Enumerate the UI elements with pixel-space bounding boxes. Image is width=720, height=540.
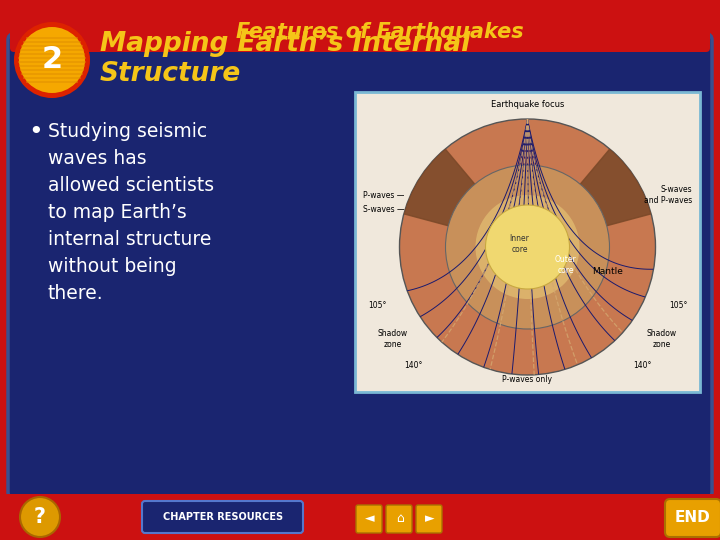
- Text: Mapping Earth’s Internal: Mapping Earth’s Internal: [100, 31, 470, 57]
- Text: P-waves only: P-waves only: [503, 375, 552, 384]
- FancyBboxPatch shape: [416, 505, 442, 533]
- Text: Studying seismic: Studying seismic: [48, 122, 207, 141]
- Text: Features of Earthquakes: Features of Earthquakes: [236, 22, 524, 42]
- Text: •: •: [28, 120, 42, 144]
- Circle shape: [400, 119, 655, 375]
- Text: without being: without being: [48, 257, 176, 276]
- FancyBboxPatch shape: [10, 12, 710, 52]
- Circle shape: [475, 195, 580, 299]
- Text: 140°: 140°: [404, 361, 422, 369]
- FancyBboxPatch shape: [356, 505, 382, 533]
- Text: P-waves —: P-waves —: [363, 191, 405, 199]
- Text: END: END: [675, 510, 711, 525]
- Circle shape: [485, 205, 570, 289]
- Text: waves has: waves has: [48, 149, 147, 168]
- Text: ►: ►: [426, 512, 435, 525]
- FancyBboxPatch shape: [8, 34, 712, 498]
- Text: Earthquake focus: Earthquake focus: [491, 100, 564, 109]
- Circle shape: [446, 165, 610, 329]
- Text: ◄: ◄: [365, 512, 375, 525]
- Polygon shape: [528, 149, 651, 247]
- FancyBboxPatch shape: [142, 501, 303, 533]
- Text: S-waves —: S-waves —: [363, 205, 405, 213]
- FancyBboxPatch shape: [355, 92, 700, 392]
- Text: to map Earth’s: to map Earth’s: [48, 203, 186, 222]
- Text: Shadow
zone: Shadow zone: [378, 329, 408, 349]
- Circle shape: [20, 497, 60, 537]
- Text: 2: 2: [42, 45, 63, 75]
- Text: CHAPTER RESOURCES: CHAPTER RESOURCES: [163, 512, 283, 522]
- Text: ⌂: ⌂: [396, 512, 404, 525]
- FancyBboxPatch shape: [665, 499, 720, 537]
- Text: allowed scientists: allowed scientists: [48, 176, 214, 195]
- Text: 105°: 105°: [669, 300, 687, 309]
- Text: Outer
core: Outer core: [554, 255, 577, 275]
- Text: there.: there.: [48, 284, 104, 303]
- Text: Inner
core: Inner core: [510, 234, 529, 254]
- Text: S-waves
and P-waves: S-waves and P-waves: [644, 185, 692, 205]
- Text: Shadow
zone: Shadow zone: [647, 329, 677, 349]
- Text: ?: ?: [34, 507, 46, 527]
- Text: 140°: 140°: [633, 361, 651, 369]
- Text: 105°: 105°: [368, 300, 386, 309]
- Polygon shape: [404, 149, 528, 247]
- FancyBboxPatch shape: [0, 494, 720, 540]
- Text: Mantle: Mantle: [592, 267, 623, 276]
- FancyBboxPatch shape: [386, 505, 412, 533]
- Text: Structure: Structure: [100, 61, 241, 87]
- Circle shape: [14, 22, 90, 98]
- Text: internal structure: internal structure: [48, 230, 212, 249]
- Circle shape: [19, 27, 85, 93]
